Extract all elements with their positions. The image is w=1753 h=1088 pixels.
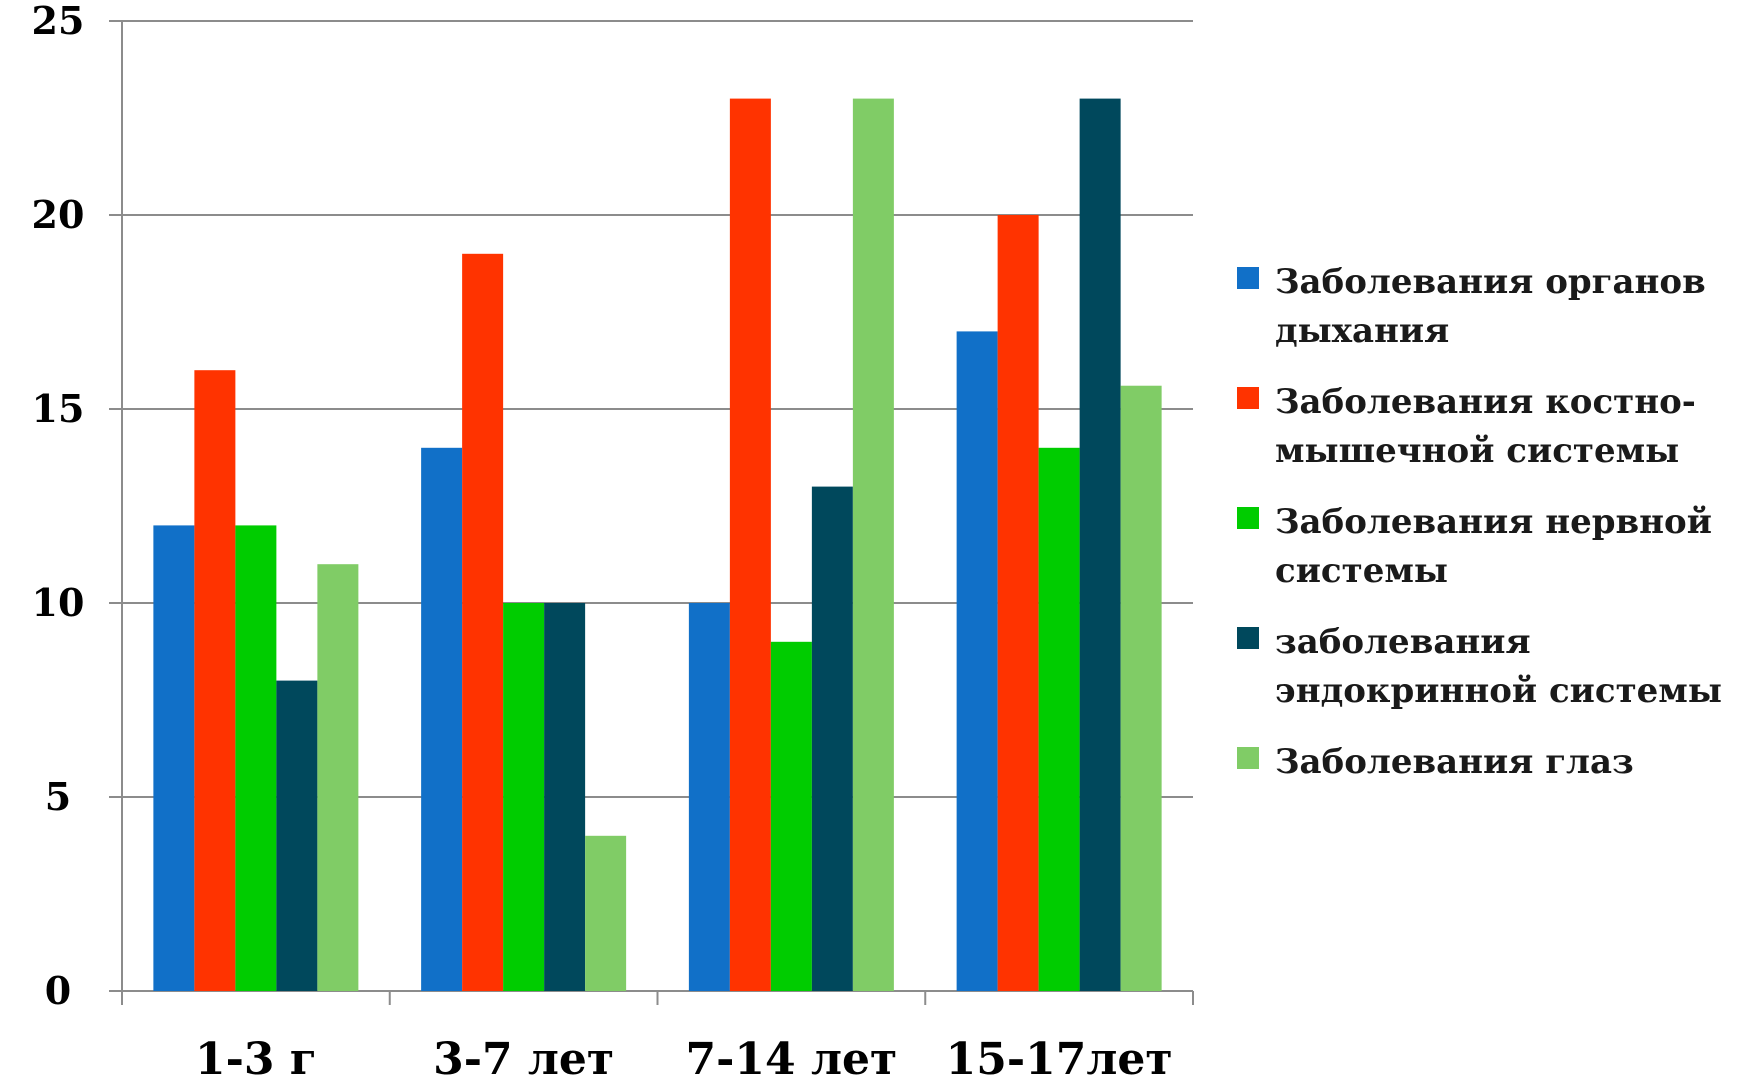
legend-swatch — [1237, 627, 1259, 649]
bar — [997, 215, 1039, 991]
legend-item: Заболевания костно-мышечной системы — [1237, 378, 1747, 476]
bar — [235, 525, 277, 991]
legend-label: заболевания эндокринной системы — [1275, 622, 1722, 711]
y-tick-label: 5 — [45, 774, 71, 819]
bar — [544, 603, 586, 991]
y-tick-labels: 0 5 10 15 20 25 — [32, 0, 85, 1013]
y-tick-label: 10 — [32, 580, 85, 625]
x-tick-label: 7-14 лет — [686, 1034, 898, 1085]
legend-swatch — [1237, 747, 1259, 769]
x-tick-label: 1-3 г — [195, 1034, 317, 1085]
legend-swatch — [1237, 507, 1259, 529]
y-tick-label: 15 — [32, 386, 85, 431]
bar — [688, 603, 730, 991]
bar — [276, 680, 318, 991]
bar — [1079, 98, 1121, 992]
y-tick-label: 25 — [32, 0, 85, 43]
legend-label: Заболевания нервной системы — [1275, 502, 1712, 591]
bar — [852, 98, 894, 992]
x-tick-label: 15-17лет — [946, 1034, 1173, 1085]
bar — [770, 641, 812, 991]
bars — [153, 98, 1162, 992]
legend-swatch — [1237, 267, 1259, 289]
legend-item: Заболевания органов дыхания — [1237, 258, 1747, 356]
bar — [811, 486, 853, 991]
x-tick-labels: 1-3 г 3-7 лет 7-14 лет 15-17лет — [195, 1034, 1173, 1085]
bar — [153, 525, 195, 991]
bar — [462, 253, 504, 992]
x-tick-label: 3-7 лет — [433, 1034, 614, 1085]
bar — [1120, 385, 1162, 992]
y-tick-label: 20 — [32, 192, 85, 237]
legend-label: Заболевания костно-мышечной системы — [1275, 382, 1696, 471]
legend-item: Заболевания нервной системы — [1237, 498, 1747, 596]
bar — [194, 370, 236, 991]
legend-item: Заболевания глаз — [1237, 738, 1747, 787]
legend-item: заболевания эндокринной системы — [1237, 618, 1747, 716]
legend-swatch — [1237, 387, 1259, 409]
bar — [421, 447, 463, 991]
bar — [956, 331, 998, 991]
legend-label: Заболевания глаз — [1275, 742, 1634, 782]
bar — [317, 564, 359, 991]
bar — [585, 835, 627, 991]
bar — [729, 98, 771, 992]
y-tick-label: 0 — [45, 968, 71, 1013]
bar — [503, 603, 545, 991]
legend-label: Заболевания органов дыхания — [1275, 262, 1706, 351]
legend: Заболевания органов дыхания Заболевания к… — [1237, 258, 1747, 809]
bar — [1038, 447, 1080, 991]
